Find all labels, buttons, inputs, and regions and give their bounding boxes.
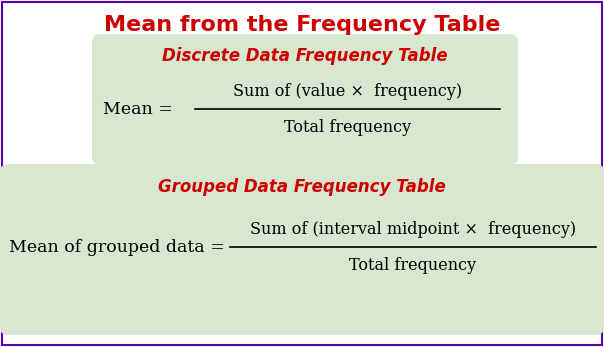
Text: Grouped Data Frequency Table: Grouped Data Frequency Table: [158, 178, 446, 196]
Text: Sum of (interval midpoint ×  frequency): Sum of (interval midpoint × frequency): [250, 220, 576, 237]
FancyBboxPatch shape: [0, 164, 604, 335]
Text: Sum of (value ×  frequency): Sum of (value × frequency): [233, 83, 462, 100]
Text: Mean =: Mean =: [103, 101, 173, 118]
Text: Mean from the Frequency Table: Mean from the Frequency Table: [104, 15, 500, 35]
FancyBboxPatch shape: [92, 34, 518, 165]
Text: Total frequency: Total frequency: [284, 118, 411, 135]
Text: Discrete Data Frequency Table: Discrete Data Frequency Table: [162, 47, 448, 65]
Text: Total frequency: Total frequency: [350, 256, 477, 273]
Text: Mean of grouped data =: Mean of grouped data =: [9, 238, 225, 255]
